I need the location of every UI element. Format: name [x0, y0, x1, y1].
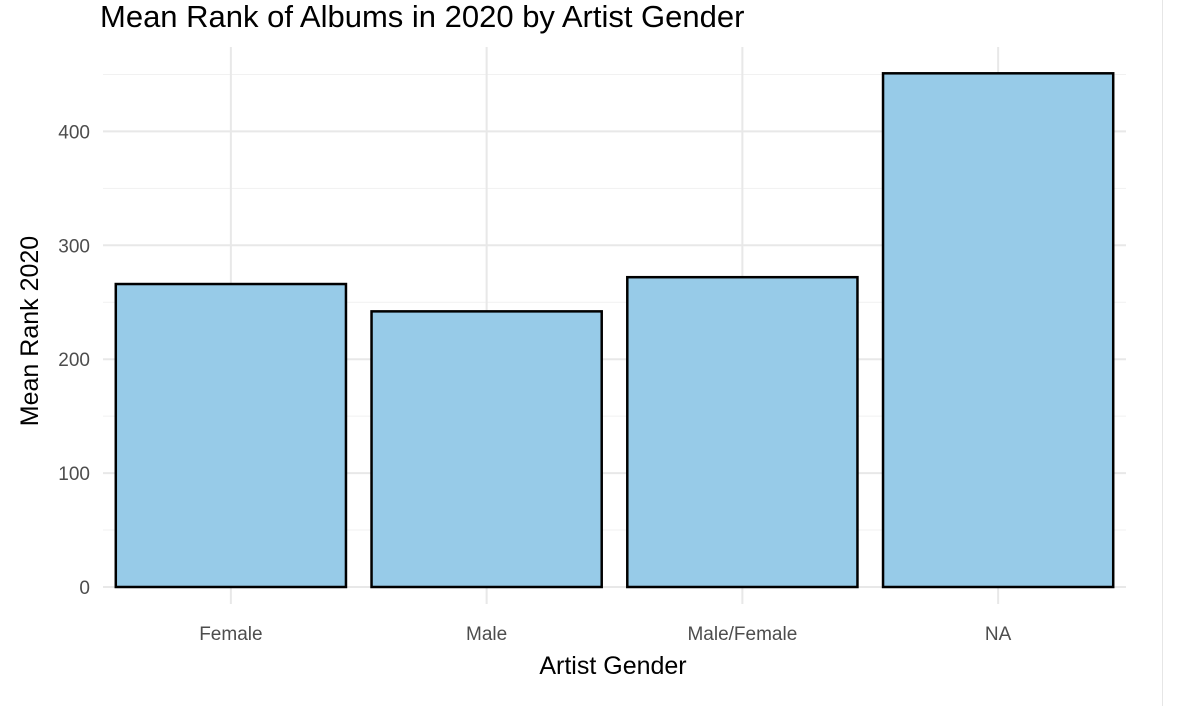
x-tick-label: Male [466, 624, 507, 645]
y-axis-ticks: 0 100 200 300 400 [58, 122, 90, 599]
bar-na [881, 72, 1115, 589]
bar-male-female [626, 275, 859, 589]
x-tick-label: NA [985, 624, 1012, 645]
x-axis-ticks: Female Male Male/Female NA [199, 624, 1011, 645]
y-tick-label: 0 [79, 578, 90, 599]
x-tick-label: Female [199, 624, 262, 645]
x-tick-label: Male/Female [687, 624, 797, 645]
y-tick-label: 100 [58, 464, 90, 485]
x-axis-title: Artist Gender [539, 652, 686, 680]
chart-title: Mean Rank of Albums in 2020 by Artist Ge… [100, 0, 744, 34]
bar-male [370, 310, 603, 589]
panel-divider [1162, 0, 1163, 706]
y-tick-label: 300 [58, 236, 90, 257]
y-axis-title: Mean Rank 2020 [16, 236, 44, 426]
bars [114, 72, 1115, 589]
y-tick-label: 200 [58, 350, 90, 371]
y-tick-label: 400 [58, 122, 90, 143]
bar-female [114, 282, 348, 589]
